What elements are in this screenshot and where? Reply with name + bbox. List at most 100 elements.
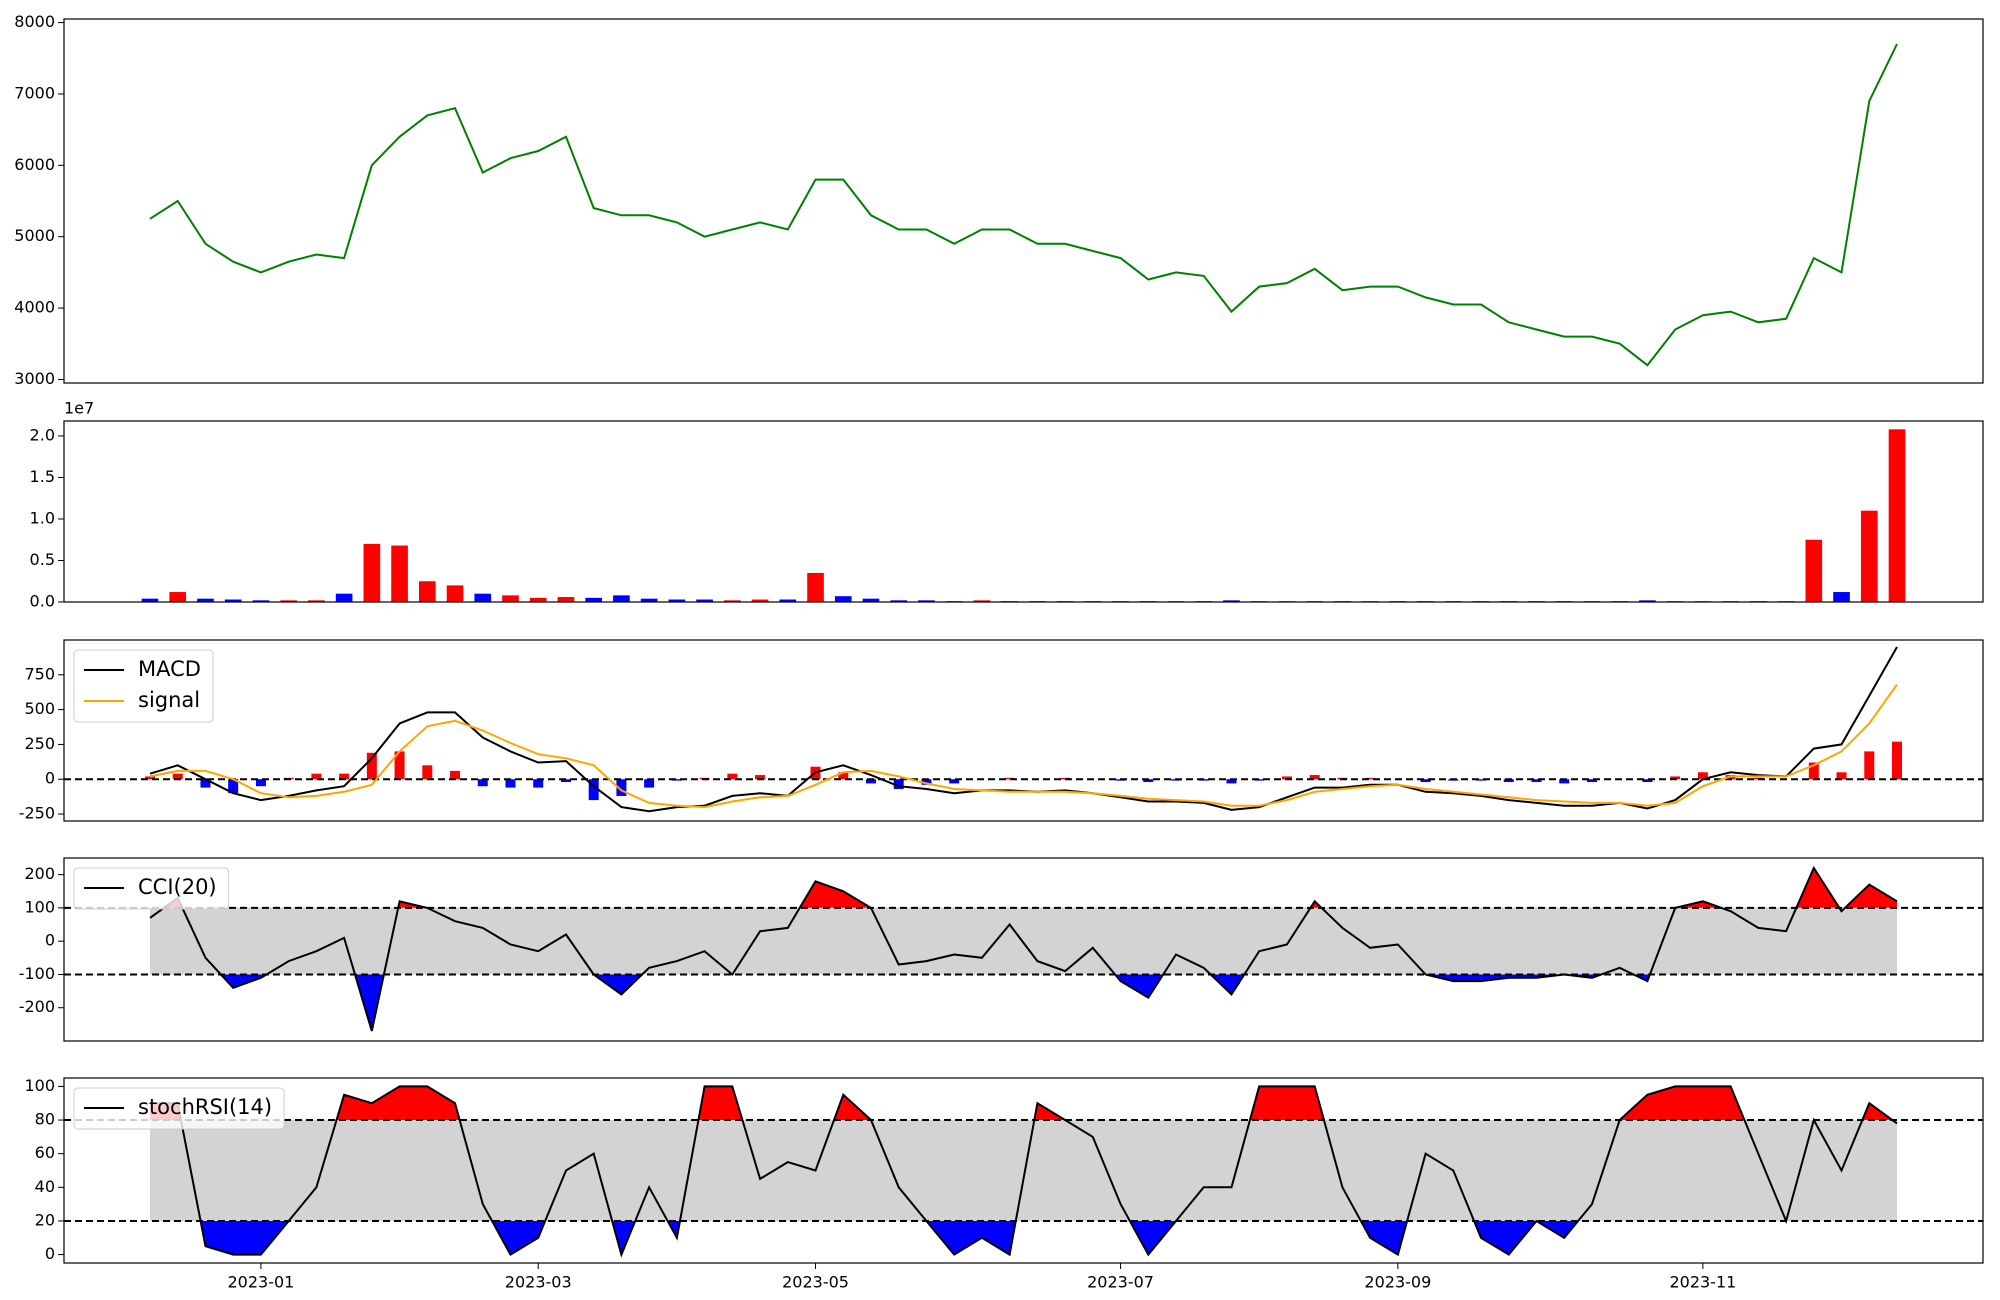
bar [446, 585, 464, 602]
frame [63, 1077, 1984, 1264]
legend-box [73, 649, 214, 723]
histogram-bar [1642, 779, 1653, 783]
bar [1223, 600, 1240, 602]
legend-label: MACD [138, 657, 201, 681]
legend: CCI(20) [73, 867, 230, 910]
histogram-bar [893, 779, 904, 789]
histogram-bar [560, 779, 571, 783]
bar [169, 592, 187, 602]
legend: stochRSI(14) [73, 1087, 285, 1130]
histogram-bar [865, 779, 876, 784]
histogram-bar [1503, 779, 1514, 783]
histogram-bar [671, 779, 682, 781]
y-tick-label: 250 [24, 734, 55, 753]
bar [141, 598, 159, 602]
histogram-bar [1254, 779, 1265, 781]
y-tick-label: 3000 [14, 369, 55, 388]
histogram-bar [949, 779, 960, 784]
y-tick-label: 2.0 [30, 425, 55, 444]
bar [751, 599, 769, 602]
y-tick-label: 80 [35, 1110, 55, 1129]
y-tick-label: 200 [24, 864, 55, 883]
y-tick-label: -100 [19, 964, 55, 983]
bar [502, 595, 519, 602]
histogram-bar [644, 779, 655, 788]
y-tick-label: 500 [24, 699, 55, 718]
line [149, 684, 1898, 809]
bar [1888, 429, 1906, 602]
y-tick-label: 0.5 [30, 550, 55, 569]
histogram-bar [1226, 779, 1237, 784]
histogram-bar [1309, 775, 1320, 780]
histogram-bar [1586, 779, 1597, 783]
bar [474, 593, 492, 602]
below-fill [200, 1220, 1787, 1255]
histogram-bar [450, 770, 461, 780]
bar [224, 599, 242, 602]
bar [308, 600, 325, 602]
bar [335, 593, 353, 602]
bar [640, 598, 658, 602]
plot-area [64, 1085, 1983, 1258]
bar [585, 597, 603, 602]
histogram-bar [394, 751, 405, 780]
x-tick-label: 2023-05 [782, 1273, 849, 1292]
plot-area [141, 429, 1906, 602]
histogram-bar [145, 776, 155, 780]
bar [807, 572, 824, 602]
histogram-bar [477, 779, 488, 787]
histogram-bar [255, 779, 266, 787]
bar [391, 545, 408, 602]
y-tick-label: 0.0 [30, 592, 55, 611]
y-tick-label: 0 [45, 1244, 55, 1263]
bar [834, 596, 852, 602]
legend-label: CCI(20) [138, 875, 217, 899]
histogram-bar [311, 773, 322, 780]
histogram-bar [1004, 777, 1015, 780]
bar [724, 600, 741, 602]
plot-area [149, 43, 1898, 367]
bar [529, 597, 547, 602]
histogram-bar [1892, 741, 1902, 780]
legend-label: stochRSI(14) [138, 1095, 272, 1119]
bar [557, 597, 575, 602]
histogram-bar [422, 765, 433, 780]
y-tick-label: 5000 [14, 226, 55, 245]
histogram-bar [1697, 772, 1708, 780]
y-tick-label: -250 [19, 804, 55, 823]
histogram-bar [228, 779, 239, 794]
histogram-bar [838, 772, 849, 780]
y-tick-label: -200 [19, 997, 55, 1016]
bar [862, 598, 880, 602]
panel: -250 0 250 500 750 MACD signal [19, 639, 1984, 823]
y-tick-label: 4000 [14, 298, 55, 317]
histogram-bar [533, 779, 544, 788]
band [150, 1120, 1897, 1221]
below-group [200, 1220, 1787, 1255]
legend-box [73, 1087, 285, 1130]
y-tick-label: 20 [35, 1210, 55, 1229]
legend-box [73, 867, 230, 910]
histogram-bar [200, 779, 211, 788]
line [150, 1085, 1898, 1258]
line [149, 43, 1898, 367]
bar [1639, 600, 1656, 602]
x-tick-label: 2023-07 [1087, 1273, 1154, 1292]
x-tick-label: 2023-09 [1364, 1273, 1431, 1292]
bar [197, 598, 214, 602]
histogram-bar [1808, 762, 1819, 780]
offset-label: 1e7 [64, 399, 94, 418]
histogram-bar [1420, 779, 1431, 783]
x-tick-label: 2023-01 [227, 1273, 294, 1292]
bar [613, 595, 630, 602]
y-tick-label: 8000 [14, 12, 55, 31]
legend: MACD signal [73, 649, 214, 723]
histogram-bar [505, 779, 516, 788]
x-tick-label: 2023-03 [505, 1273, 572, 1292]
y-tick-label: 0 [45, 931, 55, 950]
bar [1805, 539, 1823, 602]
frame [63, 857, 1984, 1042]
histogram-bar [1864, 751, 1875, 780]
histogram-bar [616, 779, 627, 796]
panel: 0 20 40 60 80 100 stochRSI(14) 2023-01 2023-03 20… [24, 1076, 1984, 1292]
